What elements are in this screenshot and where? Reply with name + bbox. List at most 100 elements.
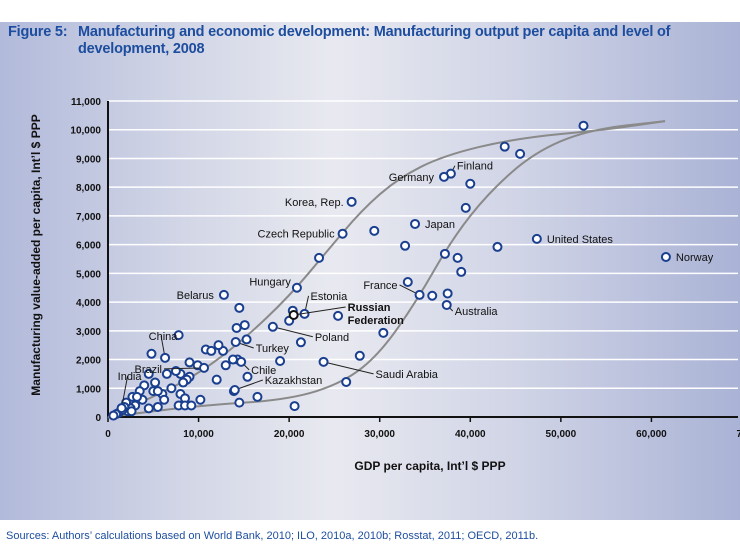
data-point bbox=[234, 397, 245, 408]
data-point bbox=[578, 120, 589, 131]
point-label: China bbox=[149, 331, 179, 343]
data-point-saudi-arabia bbox=[318, 356, 329, 367]
point-label: Hungary bbox=[249, 277, 291, 289]
data-point bbox=[295, 337, 306, 348]
point-label: United States bbox=[547, 234, 614, 246]
data-point bbox=[289, 401, 300, 412]
data-point bbox=[442, 288, 453, 299]
data-point bbox=[231, 322, 242, 333]
y-tick-label: 11,000 bbox=[71, 97, 101, 108]
data-point-china bbox=[160, 352, 171, 363]
data-point bbox=[515, 148, 526, 159]
data-point-australia bbox=[441, 299, 452, 310]
data-point bbox=[400, 240, 411, 251]
chart-background bbox=[0, 22, 740, 520]
data-point bbox=[341, 376, 352, 387]
data-point-belarus bbox=[218, 289, 229, 300]
data-point-hungary bbox=[291, 282, 302, 293]
y-tick-label: 3,000 bbox=[76, 327, 101, 338]
x-tick-label: 40,000 bbox=[455, 429, 486, 440]
point-label: Finland bbox=[457, 161, 493, 173]
data-point bbox=[213, 340, 224, 351]
leader-line bbox=[121, 376, 129, 409]
data-point bbox=[227, 354, 238, 365]
point-label: Russian Federation bbox=[348, 302, 405, 327]
data-point bbox=[159, 394, 170, 405]
x-tick-label: 30,000 bbox=[364, 429, 395, 440]
data-point bbox=[252, 391, 263, 402]
point-label: Norway bbox=[676, 252, 714, 264]
data-point bbox=[242, 371, 253, 382]
data-point bbox=[378, 327, 389, 338]
data-point bbox=[492, 241, 503, 252]
x-tick-label: 70 bbox=[736, 429, 740, 440]
point-label: Germany bbox=[389, 172, 435, 184]
point-label: India bbox=[118, 371, 143, 383]
data-point bbox=[186, 400, 197, 411]
data-point-poland bbox=[267, 321, 278, 332]
data-point-russian-federation bbox=[288, 310, 299, 321]
data-point-brazil bbox=[199, 362, 210, 373]
data-point bbox=[126, 406, 137, 417]
data-point bbox=[184, 357, 195, 368]
y-axis-label: Manufacturing value-added per capita, In… bbox=[29, 114, 43, 395]
data-point bbox=[150, 377, 161, 388]
data-point-korea-rep- bbox=[346, 196, 357, 207]
point-label: Korea, Rep. bbox=[285, 197, 344, 209]
data-point-turkey bbox=[230, 337, 241, 348]
data-point bbox=[499, 141, 510, 152]
point-label: Estonia bbox=[311, 291, 349, 303]
data-point-chile bbox=[236, 356, 247, 367]
y-tick-label: 8,000 bbox=[76, 183, 101, 194]
point-label: Saudi Arabia bbox=[376, 369, 439, 381]
data-point bbox=[333, 310, 344, 321]
point-label: France bbox=[363, 280, 397, 292]
data-point-united-states bbox=[531, 233, 542, 244]
data-point bbox=[465, 178, 476, 189]
x-tick-label: 50,000 bbox=[546, 429, 577, 440]
data-point bbox=[152, 401, 163, 412]
data-point bbox=[241, 334, 252, 345]
data-point bbox=[234, 302, 245, 313]
data-point bbox=[131, 391, 142, 402]
data-point bbox=[178, 377, 189, 388]
data-point-india bbox=[116, 403, 127, 414]
data-point bbox=[152, 386, 163, 397]
point-label: Czech Republic bbox=[258, 229, 336, 241]
y-tick-label: 0 bbox=[95, 413, 101, 424]
figure-title-text: Manufacturing and economic development: … bbox=[78, 24, 671, 57]
data-point bbox=[108, 410, 119, 421]
x-tick-label: 0 bbox=[105, 429, 111, 440]
data-point-norway bbox=[660, 251, 671, 262]
figure-title: Figure 5: Manufacturing and economic dev… bbox=[8, 24, 728, 58]
data-point bbox=[239, 320, 250, 331]
data-point bbox=[460, 202, 471, 213]
data-point bbox=[211, 374, 222, 385]
point-label: Kazakhstan bbox=[265, 375, 322, 387]
x-axis-label: GDP per capita, Int’l $ PPP bbox=[354, 459, 505, 473]
y-tick-label: 2,000 bbox=[76, 356, 101, 367]
data-point bbox=[439, 248, 450, 259]
trend-curve-1 bbox=[107, 120, 666, 418]
source-note: Sources: Authors’ calculations based on … bbox=[6, 530, 539, 542]
data-point bbox=[146, 348, 157, 359]
data-point bbox=[402, 276, 413, 287]
point-label: Brazil bbox=[134, 364, 162, 376]
x-tick-label: 20,000 bbox=[274, 429, 305, 440]
data-point bbox=[206, 345, 217, 356]
data-point bbox=[173, 330, 184, 341]
data-point bbox=[369, 225, 380, 236]
data-point-kazakhstan bbox=[229, 384, 240, 395]
data-point bbox=[275, 355, 286, 366]
data-point bbox=[452, 252, 463, 263]
y-tick-label: 5,000 bbox=[76, 269, 101, 280]
y-tick-label: 9,000 bbox=[76, 154, 101, 165]
point-label: Belarus bbox=[177, 290, 215, 302]
y-tick-label: 1,000 bbox=[76, 384, 101, 395]
x-tick-label: 60,000 bbox=[636, 429, 667, 440]
data-point bbox=[456, 266, 467, 277]
data-point-france bbox=[414, 289, 425, 300]
point-label: Japan bbox=[425, 219, 455, 231]
data-point bbox=[354, 350, 365, 361]
leader-line bbox=[293, 306, 346, 316]
